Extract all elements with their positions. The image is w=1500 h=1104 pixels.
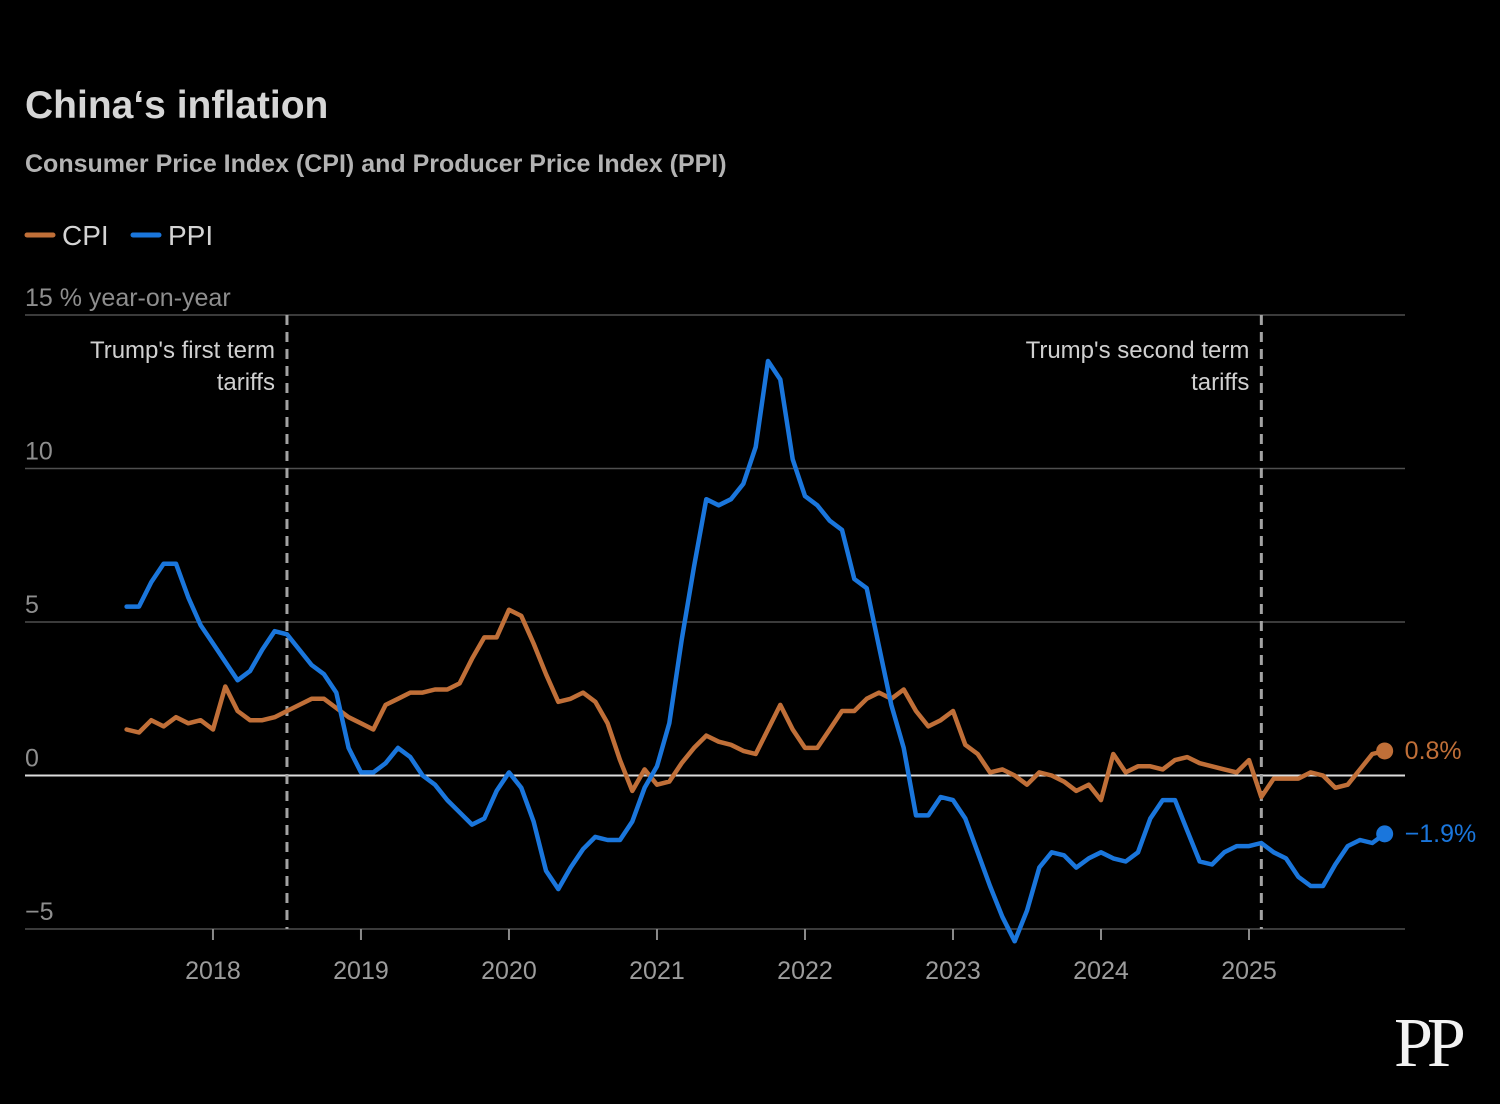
legend-item-cpi: CPI [24,220,109,251]
chart-title: China‘s inflation [25,84,328,127]
tariff-annotation-text: tariffs [217,369,275,396]
plot-area: 15 % year-on-year 10 5 0 −5 2018 2019 2020 2021 2… [25,284,1476,985]
y-tick-label: 5 [25,591,39,619]
x-tick-label: 2019 [333,957,389,985]
cpi-line [124,607,1387,803]
chart-subtitle: Consumer Price Index (CPI) and Producer … [25,150,727,178]
cpi-legend-label: CPI [62,220,109,251]
logo: PP [1394,1005,1464,1082]
cpi-end-dot [1376,742,1394,760]
y-tick-label: −5 [25,898,54,926]
x-tick-label: 2023 [925,957,981,985]
x-tick-label: 2025 [1221,957,1277,985]
y-tick-label: 15 % year-on-year [25,284,231,312]
x-tick-label: 2022 [777,957,833,985]
x-tick-label: 2020 [481,957,537,985]
legend-item-ppi: PPI [130,220,213,251]
x-tick-label: 2018 [185,957,241,985]
tariff-annotation-text: Trump's second term [1026,337,1250,364]
y-tick-label: 0 [25,745,39,773]
cpi-end-label: 0.8% [1405,737,1462,765]
y-tick-label: 10 [25,438,53,466]
ppi-line [124,358,1387,944]
tariff-annotation-text: Trump's first term [90,337,275,364]
x-tick-label: 2021 [629,957,685,985]
ppi-end-label: −1.9% [1405,820,1477,848]
tariff-annotation-text: tariffs [1191,369,1249,396]
x-tick-label: 2024 [1073,957,1129,985]
ppi-legend-label: PPI [168,220,213,251]
ppi-end-dot [1376,825,1394,843]
legend: CPI PPI [24,220,213,251]
